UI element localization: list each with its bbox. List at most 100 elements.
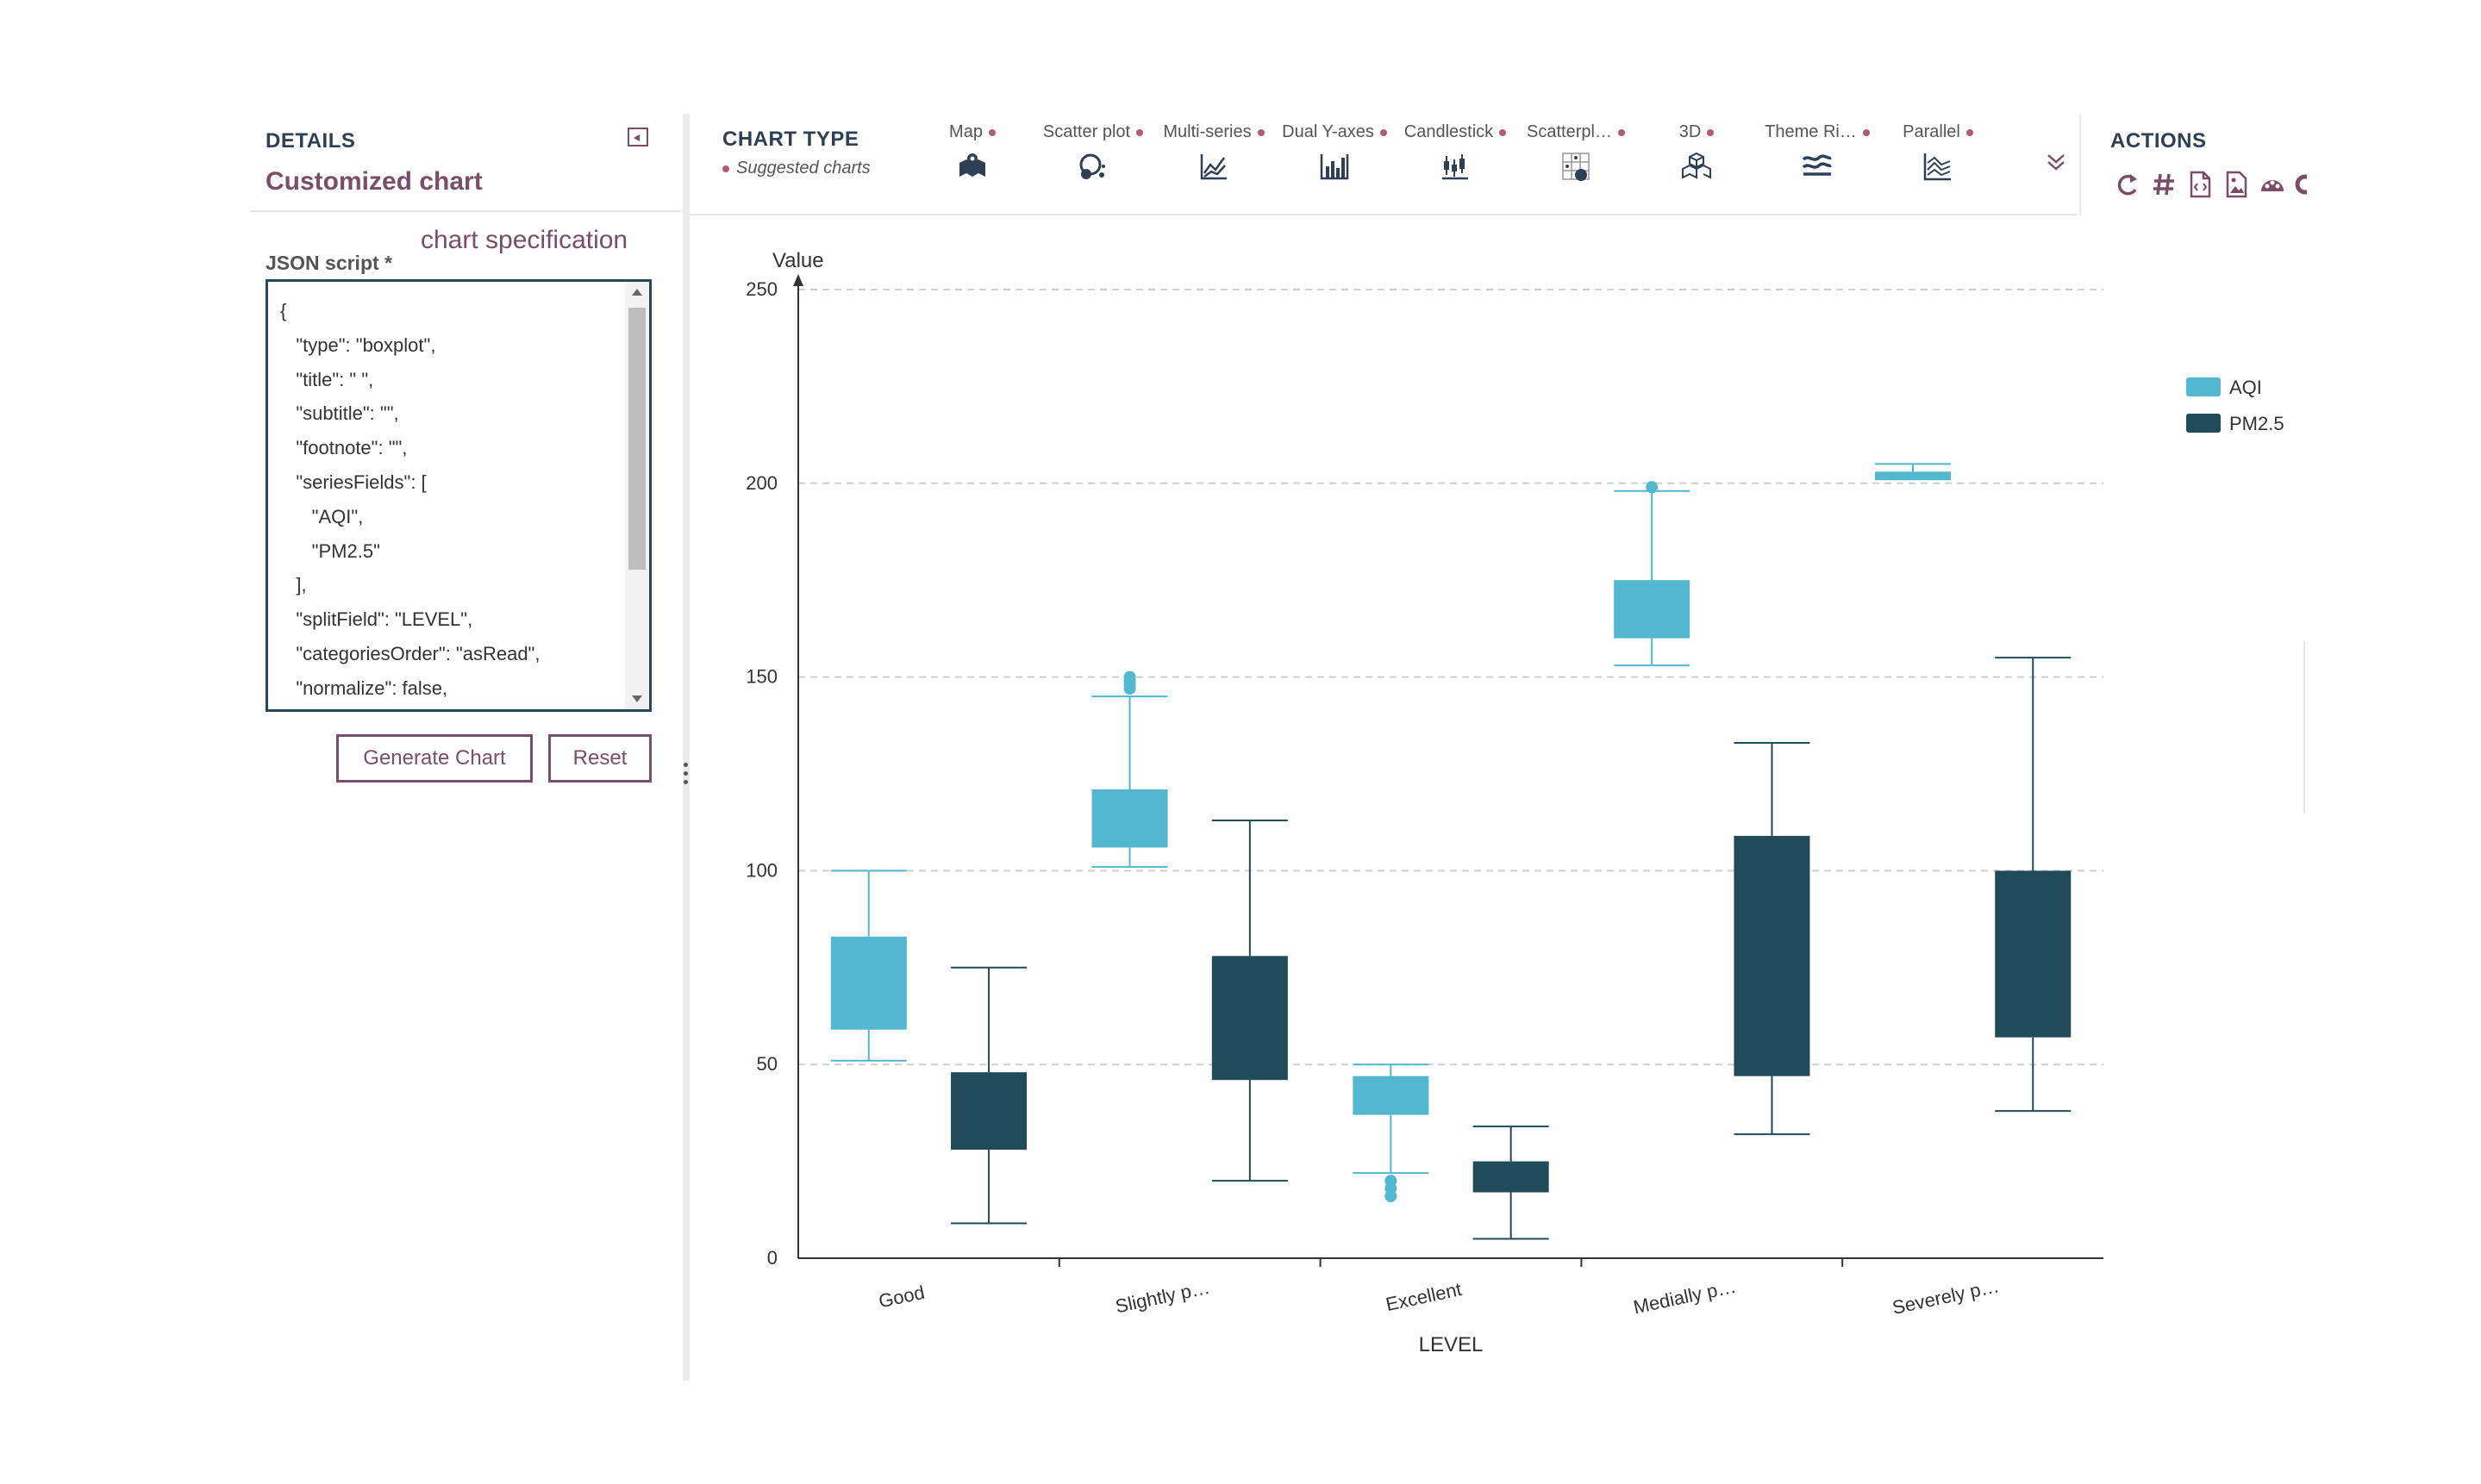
actions-divider [2079,114,2081,215]
panel-edge [2303,641,2305,814]
scatterplot-matrix-icon [1562,153,1590,181]
json-script-editor[interactable]: { "type": "boxplot", "title": " ", "subt… [266,279,652,712]
details-section-label: DETAILS [266,129,356,153]
chart-type-scatter-plot[interactable]: Scatter plot [1028,122,1158,186]
legend-label: PM2.5 [2229,413,2284,434]
y-tick-label: 0 [767,1247,778,1269]
x-tick-label: Severely p… [1890,1275,2001,1319]
scroll-up-icon[interactable] [632,289,642,296]
x-axis-label: LEVEL [1419,1333,1484,1356]
panel-splitter[interactable] [683,114,690,1381]
box-iqr [1472,1161,1549,1193]
box-iqr [1211,956,1288,1081]
json-line: "subtitle": "", [280,402,399,425]
chart-type-label: Candlestick [1403,122,1494,141]
divider [250,210,681,212]
generate-chart-button[interactable]: Generate Chart [336,734,533,783]
actions-section-label: ACTIONS [2110,129,2207,153]
legend-label: AQI [2229,377,2262,398]
chart-type-candlestick[interactable]: Candlestick [1390,122,1520,186]
chart-type-section-label: CHART TYPE [722,128,859,151]
box-iqr [1091,789,1168,848]
refresh-icon[interactable] [2114,169,2141,200]
3d-icon [1682,152,1711,179]
chart-type-label: Scatter plot [1042,122,1131,141]
x-tick-label: Good [877,1281,927,1313]
box-iqr [1734,835,1810,1076]
json-script-label: JSON script * [266,252,392,274]
settings-icon[interactable] [2291,169,2307,200]
outlier-point [1646,481,1659,494]
json-line: ], [280,574,307,596]
chart-type-parallel[interactable]: Parallel [1873,122,2003,186]
boxplot-box-aqi [1353,1063,1429,1203]
export-code-icon[interactable] [2186,169,2214,200]
chart-type-label: Multi-series [1163,122,1252,141]
suggested-charts-label: Suggested charts [722,159,871,178]
splitter-handle-icon[interactable] [684,763,689,789]
box-iqr [1995,870,2072,1038]
dual-y-axes-icon [1320,154,1349,180]
chart-type-map[interactable]: Map [908,122,1037,186]
parallel-icon [1923,153,1951,181]
chart-specification-note: chart specification [421,226,628,254]
json-line: "type": "boxplot", [280,334,436,356]
y-tick-label: 200 [746,472,778,494]
json-line: "categoriesOrder": "asRead", [280,642,541,664]
dashboard-icon[interactable] [2259,169,2286,200]
boxplot-box-pm2-5 [1472,1125,1549,1240]
grid-layer [798,289,2103,1066]
chart-type-3d[interactable]: 3D [1632,122,1761,186]
chart-type-dual-y-axes[interactable]: Dual Y-axes [1270,122,1399,186]
scrollbar[interactable] [625,282,649,709]
json-line: "AQI", [280,505,364,527]
multi-series-icon [1200,154,1227,180]
reset-button[interactable]: Reset [548,734,652,783]
y-tick-label: 100 [746,859,778,881]
json-line: "splitField": "LEVEL", [280,608,473,631]
boxplot-box-aqi [830,870,907,1062]
chart-type-scatterplot-matrix[interactable]: Scatterpl… [1511,122,1640,186]
boxplot-box-aqi [1874,463,1951,481]
x-tick-label: Slightly p… [1114,1276,1212,1318]
outlier-point [1384,1175,1397,1188]
chevron-double-down-icon[interactable] [2043,150,2069,176]
json-script-text[interactable]: { "type": "boxplot", "title": " ", "subt… [280,294,540,706]
boxplot-box-pm2-5 [1995,657,2072,1113]
box-iqr [1353,1076,1429,1115]
json-line: "PM2.5" [280,539,380,562]
boxplot-box-pm2-5 [1211,819,1288,1182]
header-divider [690,214,2078,215]
y-tick-label: 50 [757,1053,778,1075]
scroll-down-icon[interactable] [632,695,642,702]
scrollbar-thumb[interactable] [628,308,646,570]
legend-swatch [2186,377,2221,396]
box-iqr [830,936,907,1030]
axis-layer: 0 50 100 150 200 250 Value LEVEL Good Slightly p…… [746,249,2103,1356]
json-line: "seriesFields": [ [280,471,427,493]
chart-type-label: Dual Y-axes [1282,122,1374,141]
y-axis-label: Value [772,249,824,272]
outlier-point [1123,670,1136,683]
hash-icon[interactable] [2150,169,2178,200]
json-line: "footnote": "", [280,437,408,459]
json-line: "normalize": false, [280,677,448,699]
legend: AQI PM2.5 [2186,377,2284,434]
candlestick-icon [1442,154,1468,180]
json-line: { [280,300,287,321]
box-layer [830,463,2072,1240]
x-tick-label: Medially p… [1631,1275,1738,1319]
chart-type-theme-river[interactable]: Theme Ri… [1753,122,1882,186]
theme-river-icon [1802,154,1832,176]
box-iqr [1614,580,1690,639]
box-iqr [951,1072,1028,1150]
collapse-panel-icon[interactable] [628,128,648,147]
boxplot-box-aqi [1091,670,1168,868]
y-axis-arrow-icon [793,274,803,286]
chart-type-label: 3D [1678,122,1702,141]
chart-type-multi-series[interactable]: Multi-series [1149,122,1278,186]
chart-type-label: Map [949,122,983,141]
export-image-icon[interactable] [2222,169,2250,200]
legend-swatch [2186,414,2221,433]
boxplot-box-aqi [1614,481,1690,667]
